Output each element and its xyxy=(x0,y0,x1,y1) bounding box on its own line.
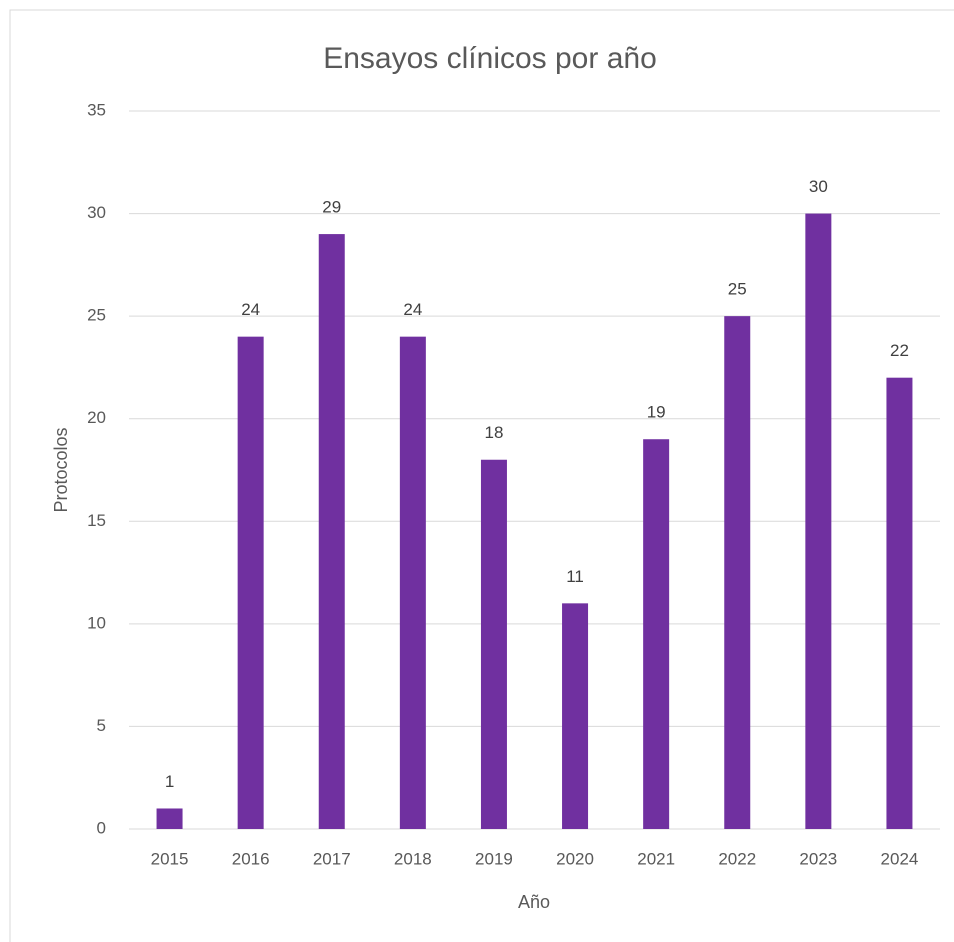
bar xyxy=(886,377,913,829)
bar xyxy=(724,316,751,830)
y-tick-label: 5 xyxy=(97,716,106,735)
bar xyxy=(237,336,264,829)
data-label: 24 xyxy=(241,300,260,319)
data-label: 24 xyxy=(403,300,422,319)
y-tick-label: 0 xyxy=(97,818,106,837)
y-tick-label: 10 xyxy=(87,613,106,632)
bar xyxy=(318,234,345,830)
bar xyxy=(643,439,670,829)
y-tick-label: 20 xyxy=(87,408,106,427)
bar xyxy=(399,336,426,829)
data-label: 19 xyxy=(647,403,666,422)
data-label: 29 xyxy=(322,198,341,217)
bar xyxy=(562,603,589,829)
y-tick-label: 25 xyxy=(87,306,106,325)
bar xyxy=(480,459,507,829)
bar xyxy=(156,808,183,829)
y-axis-title: Protocolos xyxy=(51,427,71,512)
x-tick-label: 2023 xyxy=(799,849,837,868)
x-tick-label: 2015 xyxy=(151,849,189,868)
x-tick-label: 2022 xyxy=(718,849,756,868)
x-tick-label: 2024 xyxy=(881,849,919,868)
x-tick-label: 2016 xyxy=(232,849,270,868)
x-tick-label: 2017 xyxy=(313,849,351,868)
x-tick-label: 2019 xyxy=(475,849,513,868)
x-tick-label: 2021 xyxy=(637,849,675,868)
data-label: 1 xyxy=(165,772,174,791)
x-axis-title: Año xyxy=(518,892,550,912)
data-label: 18 xyxy=(484,423,503,442)
data-label: 25 xyxy=(728,280,747,299)
x-tick-label: 2018 xyxy=(394,849,432,868)
data-label: 30 xyxy=(809,177,828,196)
chart-title: Ensayos clínicos por año xyxy=(323,42,657,75)
bar xyxy=(805,213,832,830)
y-tick-label: 15 xyxy=(87,511,106,530)
data-label: 22 xyxy=(890,341,909,360)
y-tick-label: 30 xyxy=(87,203,106,222)
y-tick-label: 35 xyxy=(87,100,106,119)
data-label: 11 xyxy=(566,567,584,586)
x-tick-label: 2020 xyxy=(556,849,594,868)
